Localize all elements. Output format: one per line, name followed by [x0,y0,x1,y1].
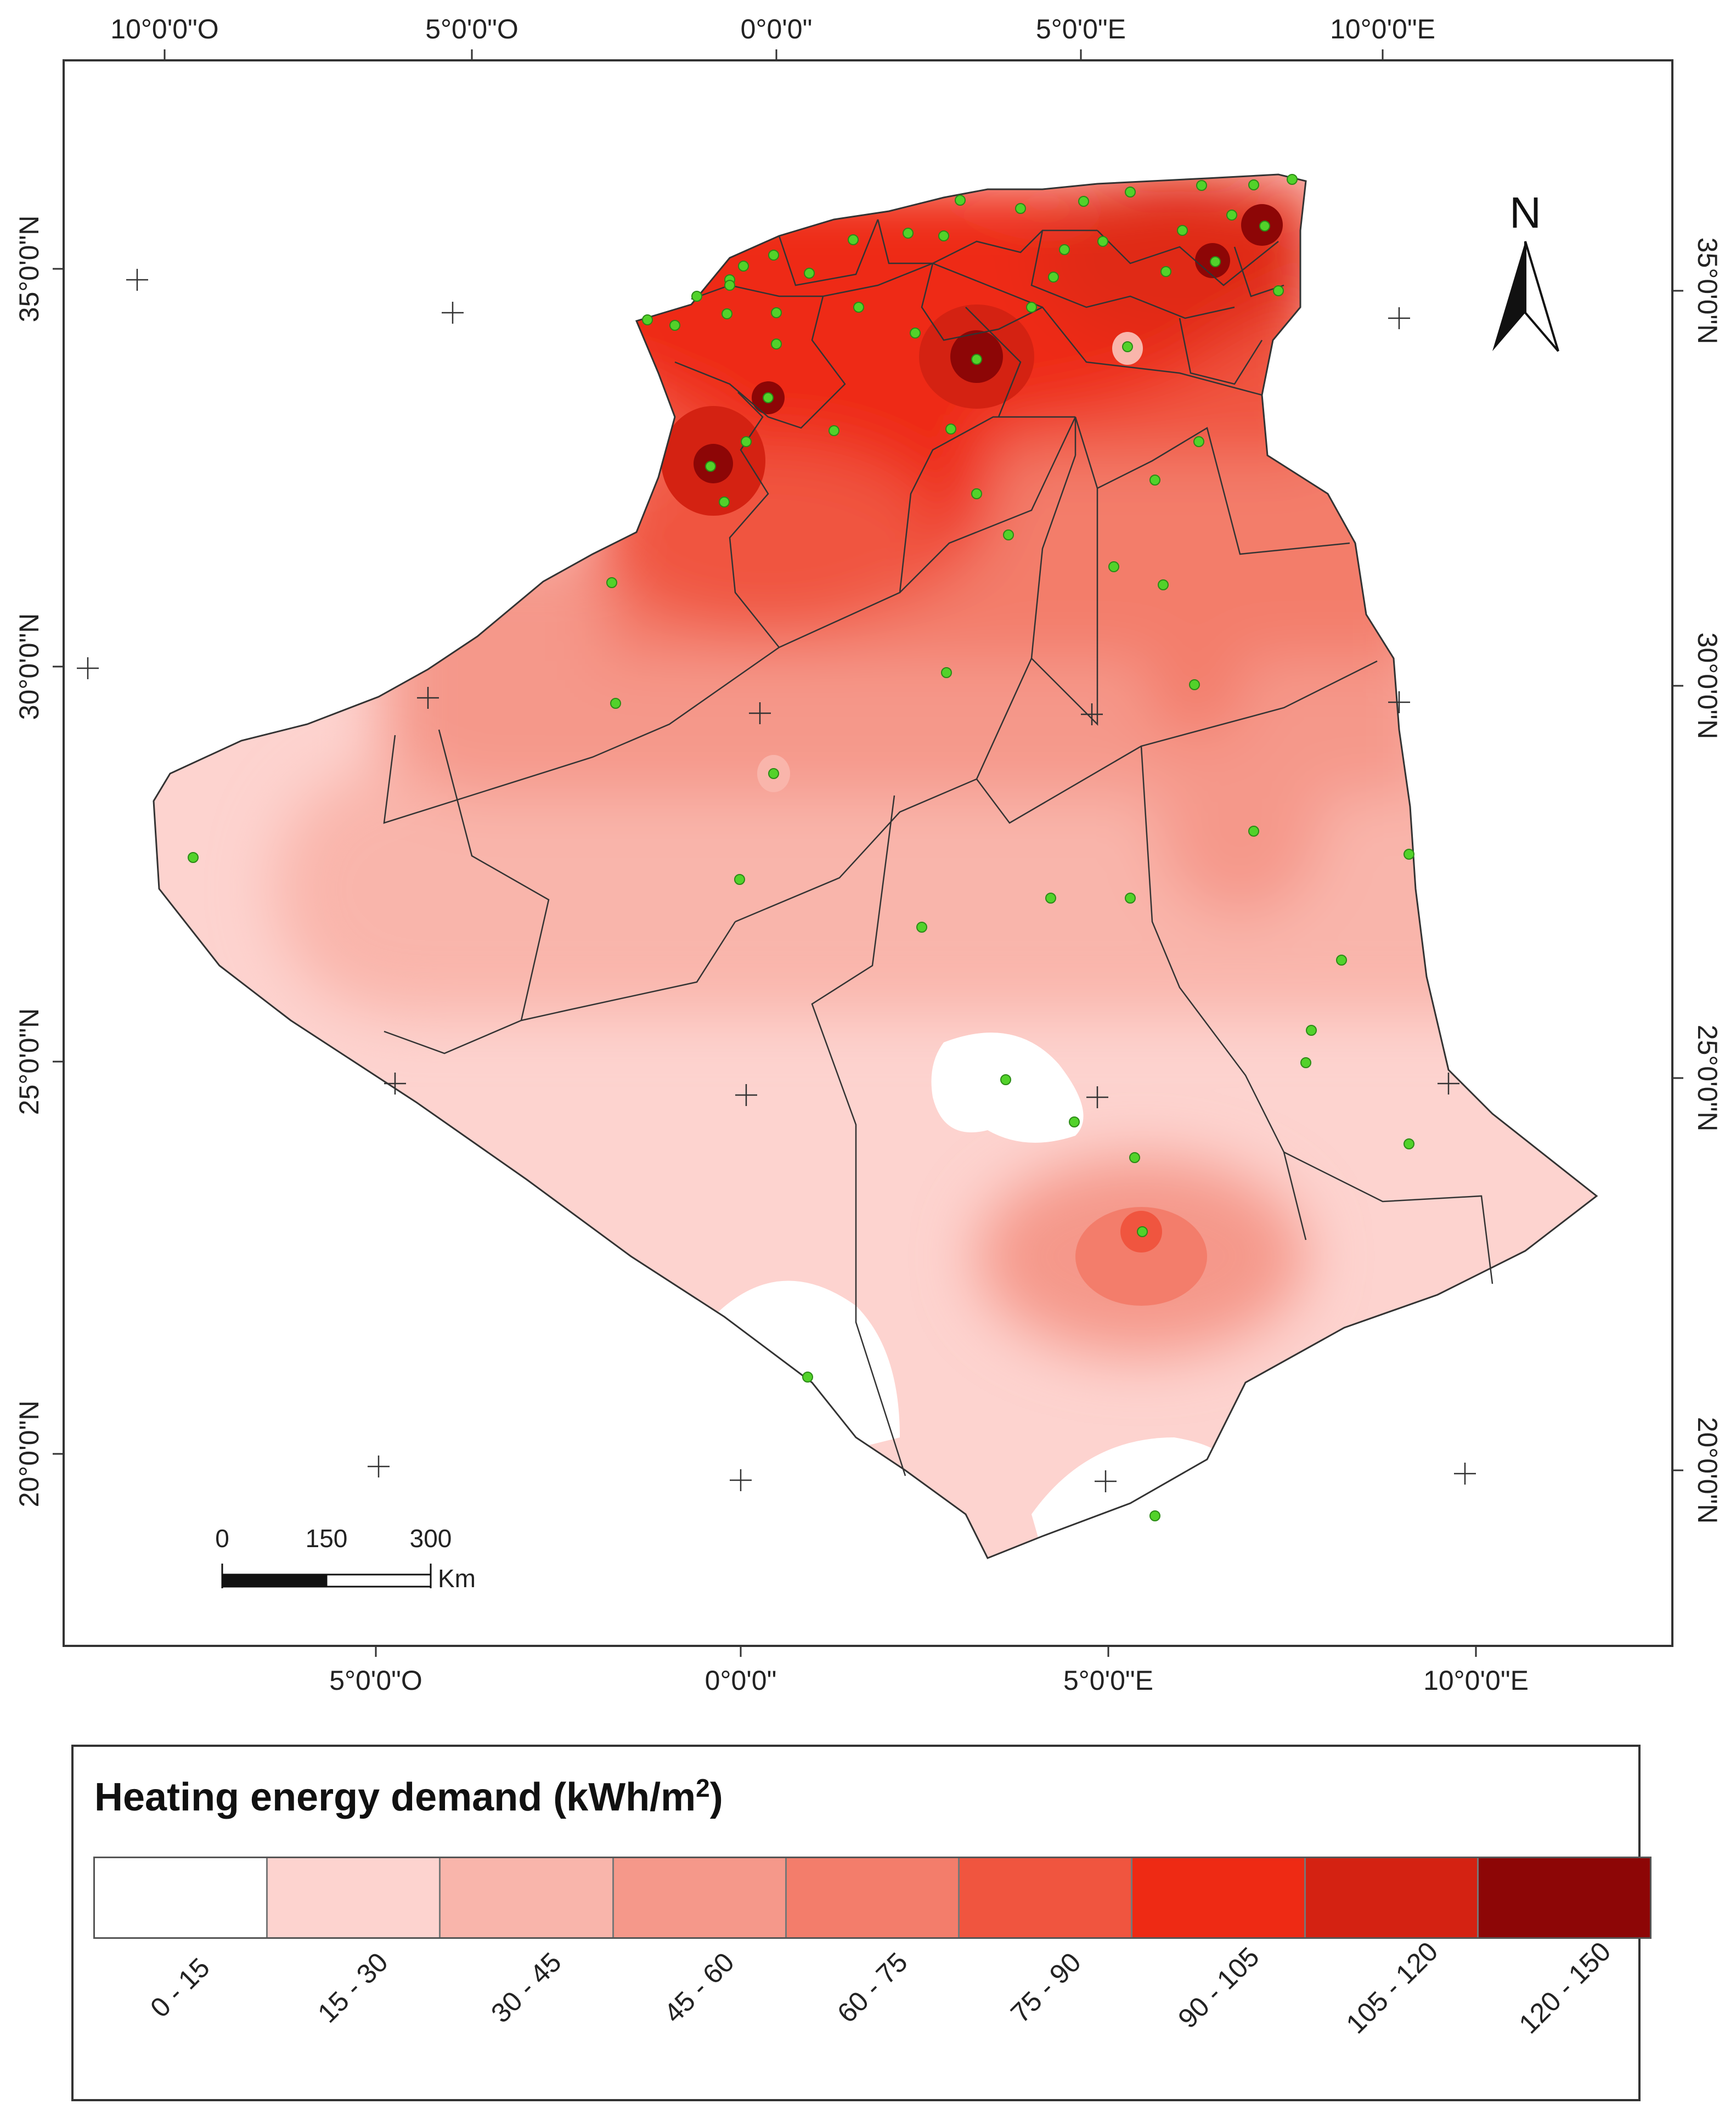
legend-label: 105 - 120 [1340,1936,1444,2040]
top-axis-label: 10°0'0"E [1330,14,1435,44]
right-axis-label: 20°0'0"N [1692,1417,1723,1524]
legend-swatch [613,1858,787,1937]
legend-color-bar [93,1857,1652,1939]
right-axis-label: 25°0'0"N [1692,1025,1723,1132]
legend-swatch [786,1858,960,1937]
legend-swatch [1132,1858,1306,1937]
bottom-axis-label: 5°0'0"O [329,1665,422,1696]
legend-box: Heating energy demand (kWh/m2) 0 - 15 15 … [71,1745,1652,2101]
legend-label: 30 - 45 [485,1947,567,2029]
bottom-axis-label: 0°0'0" [705,1665,777,1696]
legend-label: 90 - 105 [1172,1941,1265,2034]
north-arrow: N [1492,188,1559,352]
top-axis-label: 0°0'0" [741,14,813,44]
legend-label: 75 - 90 [1004,1947,1087,2029]
top-axis: 10°0'0"O 5°0'0"O 0°0'0" 5°0'0"E 10°0'0"E [110,14,1435,60]
top-axis-label: 5°0'0"O [425,14,518,44]
legend-label: 45 - 60 [658,1947,741,2029]
bottom-axis-label: 10°0'0"E [1423,1665,1529,1696]
bottom-axis-label: 5°0'0"E [1063,1665,1153,1696]
left-axis-label: 20°0'0"N [14,1401,44,1508]
north-label: N [1509,188,1541,237]
scale-label: 300 [410,1524,452,1553]
legend-swatch [1305,1858,1479,1937]
legend-swatch [960,1858,1133,1937]
scale-bar: 0 150 300 Km [215,1524,476,1593]
scale-label: 150 [306,1524,348,1553]
left-axis: 35°0'0"N 30°0'0"N 25°0'0"N 20°0'0"N [14,216,64,1508]
legend-label: 60 - 75 [831,1947,914,2029]
top-axis-label: 10°0'0"O [110,14,218,44]
graticule-crosses [77,269,1476,1492]
right-axis: 35°0'0"N 30°0'0"N 25°0'0"N 20°0'0"N [1672,238,1723,1524]
scale-unit: Km [438,1564,476,1593]
legend-title: Heating energy demand (kWh/m2) [94,1774,723,1819]
legend-label: 120 - 150 [1513,1936,1617,2040]
scale-label: 0 [215,1524,229,1553]
legend-swatch [95,1858,268,1937]
left-axis-label: 35°0'0"N [14,216,44,323]
right-axis-label: 30°0'0"N [1692,633,1723,740]
legend-swatch [268,1858,441,1937]
top-axis-label: 5°0'0"E [1036,14,1126,44]
legend-label: 15 - 30 [312,1947,394,2029]
legend-label: 0 - 15 [144,1951,216,2024]
legend-labels: 0 - 15 15 - 30 30 - 45 45 - 60 60 - 75 75 - 9… [93,1936,1652,2087]
map-figure: 10°0'0"O 5°0'0"O 0°0'0" 5°0'0"E 10°0'0"E… [14,14,1723,1696]
left-axis-label: 30°0'0"N [14,613,44,720]
right-axis-label: 35°0'0"N [1692,238,1723,345]
north-arrow-icon [1492,241,1525,351]
province-boundaries [383,219,1493,1476]
bottom-axis: 5°0'0"O 0°0'0" 5°0'0"E 10°0'0"E [329,1646,1529,1696]
legend-swatch [1478,1858,1650,1937]
station-points [188,174,1414,1521]
legend-swatch [441,1858,614,1937]
left-axis-label: 25°0'0"N [14,1008,44,1115]
